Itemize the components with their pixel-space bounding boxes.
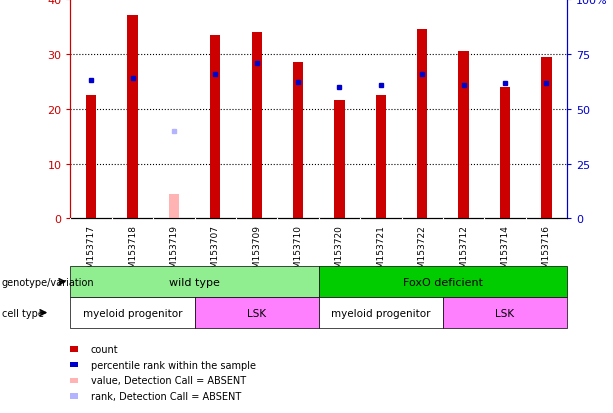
Text: GSM153718: GSM153718: [128, 225, 137, 280]
Bar: [86, 96, 96, 219]
Bar: [169, 194, 179, 219]
Text: GSM153709: GSM153709: [252, 225, 261, 280]
Text: GSM153722: GSM153722: [417, 225, 427, 279]
Text: wild type: wild type: [169, 277, 220, 287]
Bar: [334, 101, 345, 219]
Text: GSM153710: GSM153710: [294, 225, 303, 280]
Text: GSM153716: GSM153716: [542, 225, 551, 280]
Bar: [417, 30, 427, 219]
Bar: [128, 17, 138, 219]
Bar: [459, 52, 469, 219]
Text: cell type: cell type: [2, 308, 44, 318]
Text: GSM153707: GSM153707: [211, 225, 220, 280]
Text: rank, Detection Call = ABSENT: rank, Detection Call = ABSENT: [91, 391, 241, 401]
Bar: [500, 88, 510, 219]
Bar: [541, 57, 552, 219]
Bar: [251, 33, 262, 219]
Text: GSM153712: GSM153712: [459, 225, 468, 279]
Bar: [376, 96, 386, 219]
Text: GSM153714: GSM153714: [500, 225, 509, 279]
Text: GSM153717: GSM153717: [86, 225, 96, 280]
Text: GSM153720: GSM153720: [335, 225, 344, 279]
Text: FoxO deficient: FoxO deficient: [403, 277, 483, 287]
Text: GSM153719: GSM153719: [169, 225, 178, 280]
Text: myeloid progenitor: myeloid progenitor: [331, 308, 430, 318]
Text: myeloid progenitor: myeloid progenitor: [83, 308, 182, 318]
Text: LSK: LSK: [495, 308, 514, 318]
Text: GSM153721: GSM153721: [376, 225, 386, 279]
Text: LSK: LSK: [247, 308, 266, 318]
Bar: [210, 36, 221, 219]
Bar: [293, 63, 303, 219]
Text: value, Detection Call = ABSENT: value, Detection Call = ABSENT: [91, 375, 246, 385]
Text: percentile rank within the sample: percentile rank within the sample: [91, 360, 256, 370]
Text: count: count: [91, 344, 118, 354]
Text: genotype/variation: genotype/variation: [2, 277, 94, 287]
